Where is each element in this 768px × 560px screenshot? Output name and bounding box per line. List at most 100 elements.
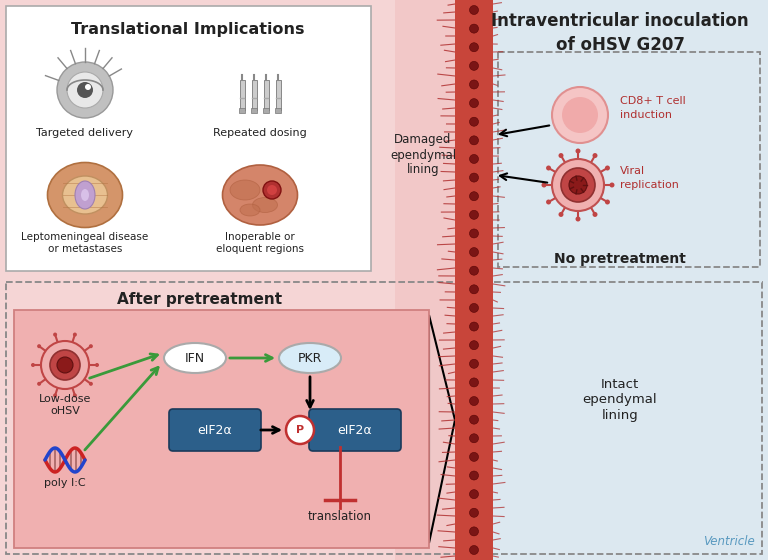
- Text: Inoperable or
eloquent regions: Inoperable or eloquent regions: [216, 232, 304, 254]
- Bar: [0, 0, 768, 280]
- Ellipse shape: [81, 189, 89, 201]
- Text: Damaged
ependymal
lining: Damaged ependymal lining: [390, 133, 456, 176]
- Circle shape: [592, 153, 598, 158]
- Circle shape: [267, 185, 277, 195]
- Circle shape: [546, 199, 551, 204]
- Text: Ventricle: Ventricle: [703, 535, 755, 548]
- Text: eIF2α: eIF2α: [338, 423, 372, 436]
- Text: Low-dose
oHSV: Low-dose oHSV: [39, 394, 91, 416]
- Ellipse shape: [279, 343, 341, 373]
- Circle shape: [541, 183, 547, 188]
- Bar: [455, 0, 493, 560]
- Circle shape: [469, 527, 478, 536]
- Text: IFN: IFN: [185, 352, 205, 365]
- Circle shape: [469, 285, 478, 294]
- Circle shape: [610, 183, 614, 188]
- Circle shape: [67, 72, 103, 108]
- Circle shape: [57, 357, 73, 373]
- Ellipse shape: [240, 204, 260, 216]
- Text: Targeted delivery: Targeted delivery: [37, 128, 134, 138]
- FancyBboxPatch shape: [14, 310, 429, 548]
- Circle shape: [89, 344, 93, 348]
- Text: No pretreatment: No pretreatment: [554, 252, 686, 266]
- FancyBboxPatch shape: [6, 6, 371, 271]
- Circle shape: [605, 166, 610, 170]
- Circle shape: [85, 84, 91, 90]
- Bar: [395, 0, 474, 560]
- Text: Repeated dosing: Repeated dosing: [214, 128, 307, 138]
- Circle shape: [37, 382, 41, 386]
- Circle shape: [575, 148, 581, 153]
- Text: Intact
ependymal
lining: Intact ependymal lining: [583, 379, 657, 422]
- Text: PKR: PKR: [298, 352, 323, 365]
- Circle shape: [469, 378, 478, 387]
- Circle shape: [73, 394, 77, 398]
- Circle shape: [53, 394, 57, 398]
- Circle shape: [552, 87, 608, 143]
- Text: Leptomeningeal disease
or metastases: Leptomeningeal disease or metastases: [22, 232, 149, 254]
- Text: translation: translation: [308, 510, 372, 523]
- Circle shape: [469, 545, 478, 554]
- FancyBboxPatch shape: [169, 409, 261, 451]
- Circle shape: [73, 333, 77, 337]
- Circle shape: [469, 211, 478, 220]
- Circle shape: [469, 396, 478, 405]
- Circle shape: [37, 344, 41, 348]
- Bar: [0, 0, 474, 560]
- Circle shape: [41, 341, 89, 389]
- Text: Intraventricular inoculation
of oHSV G207: Intraventricular inoculation of oHSV G20…: [492, 12, 749, 54]
- Polygon shape: [429, 315, 455, 543]
- Circle shape: [469, 192, 478, 200]
- FancyBboxPatch shape: [251, 108, 257, 113]
- Circle shape: [469, 360, 478, 368]
- Circle shape: [562, 97, 598, 133]
- Circle shape: [558, 212, 564, 217]
- FancyBboxPatch shape: [263, 108, 269, 113]
- Circle shape: [469, 80, 478, 89]
- Circle shape: [469, 322, 478, 331]
- Text: After pretreatment: After pretreatment: [118, 292, 283, 307]
- Circle shape: [558, 153, 564, 158]
- Circle shape: [469, 248, 478, 256]
- Text: poly I:C: poly I:C: [45, 478, 86, 488]
- Circle shape: [605, 199, 610, 204]
- Circle shape: [469, 266, 478, 275]
- Ellipse shape: [223, 165, 297, 225]
- Circle shape: [469, 62, 478, 71]
- Circle shape: [469, 471, 478, 480]
- Circle shape: [469, 415, 478, 424]
- Circle shape: [469, 229, 478, 238]
- Circle shape: [469, 452, 478, 461]
- Circle shape: [569, 176, 587, 194]
- Text: eIF2α: eIF2α: [197, 423, 232, 436]
- Circle shape: [31, 363, 35, 367]
- Circle shape: [469, 508, 478, 517]
- Circle shape: [57, 62, 113, 118]
- Circle shape: [469, 489, 478, 498]
- Ellipse shape: [253, 198, 277, 212]
- Text: P: P: [296, 425, 304, 435]
- Circle shape: [552, 159, 604, 211]
- Circle shape: [263, 181, 281, 199]
- Circle shape: [592, 212, 598, 217]
- Circle shape: [469, 43, 478, 52]
- Circle shape: [469, 24, 478, 33]
- Circle shape: [50, 350, 80, 380]
- Circle shape: [469, 434, 478, 443]
- Circle shape: [469, 304, 478, 312]
- Text: Viral
replication: Viral replication: [620, 166, 679, 190]
- Circle shape: [89, 382, 93, 386]
- Ellipse shape: [75, 181, 95, 209]
- Circle shape: [53, 333, 57, 337]
- Circle shape: [286, 416, 314, 444]
- Circle shape: [546, 166, 551, 170]
- FancyBboxPatch shape: [276, 80, 280, 110]
- FancyBboxPatch shape: [275, 108, 281, 113]
- Ellipse shape: [230, 180, 260, 200]
- Ellipse shape: [48, 162, 123, 227]
- Circle shape: [77, 82, 93, 98]
- Circle shape: [469, 6, 478, 15]
- FancyBboxPatch shape: [239, 108, 245, 113]
- FancyBboxPatch shape: [251, 80, 257, 110]
- Ellipse shape: [164, 343, 226, 373]
